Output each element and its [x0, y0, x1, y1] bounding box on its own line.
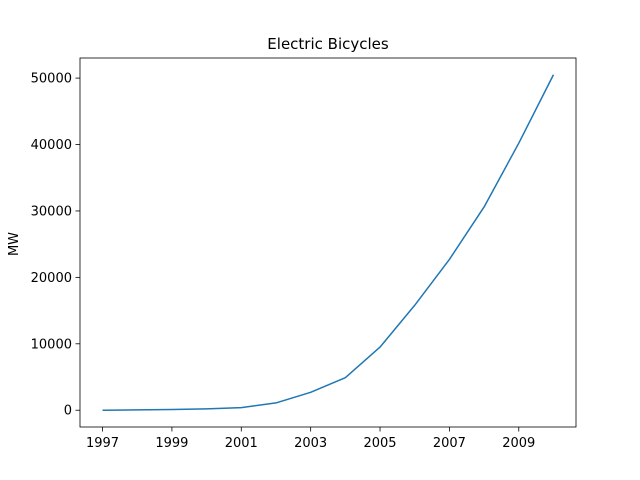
y-tick-label: 50000	[31, 72, 72, 87]
x-tick-label: 2005	[363, 436, 396, 451]
x-tick-label: 2007	[433, 436, 466, 451]
x-tick-label: 1999	[155, 436, 188, 451]
y-tick-label: 40000	[31, 138, 72, 153]
y-tick-label: 10000	[31, 337, 72, 352]
y-tick-label: 30000	[31, 204, 72, 219]
x-tick-label: 1997	[86, 436, 119, 451]
x-tick-label: 2001	[225, 436, 258, 451]
x-tick-label: 2003	[294, 436, 327, 451]
axes-frame	[79, 57, 577, 428]
plot-area: 1997 1999 2001 2003 2005 2007 2009 0 10000 20000 3…	[31, 57, 577, 451]
y-tick-label: 0	[64, 404, 72, 419]
x-tick-label: 2009	[502, 436, 535, 451]
chart-title: Electric Bicycles	[267, 35, 389, 53]
y-tick-label: 20000	[31, 271, 72, 286]
y-axis-label: MW	[7, 232, 22, 256]
series-line-0	[102, 74, 555, 411]
